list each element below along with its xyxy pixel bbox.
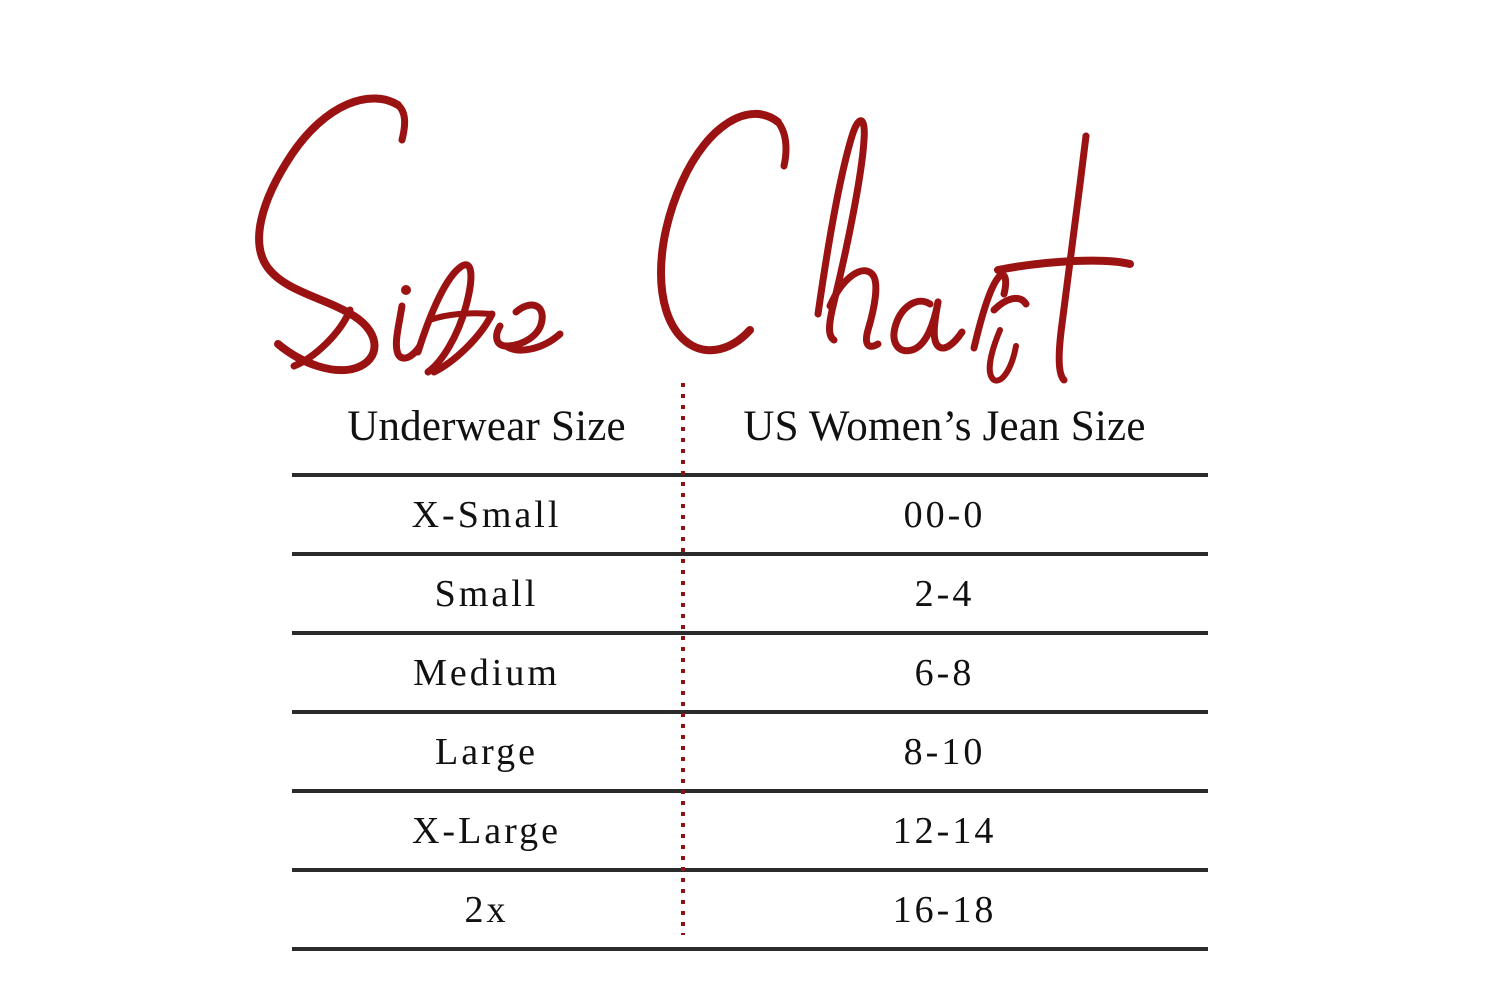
column-header-underwear-size: Underwear Size [347, 402, 626, 450]
table-header-row: Underwear Size US Women’s Jean Size [292, 383, 1208, 475]
size-chart-script-title-icon [255, 94, 1134, 384]
cell-underwear-size: 2x [292, 868, 681, 951]
table-row: Medium 6-8 [292, 631, 1208, 712]
table-row: Small 2-4 [292, 552, 1208, 633]
cell-jean-size: 2-4 [681, 552, 1208, 633]
cell-underwear-size: Small [292, 552, 681, 633]
cell-jean-size: 8-10 [681, 710, 1208, 791]
table-row: Large 8-10 [292, 710, 1208, 791]
table-header: Underwear Size US Women’s Jean Size [292, 383, 1208, 475]
cell-underwear-size: Medium [292, 631, 681, 712]
cell-jean-size: 12-14 [681, 789, 1208, 870]
page-title: Size Chart [230, 62, 1160, 384]
table-row: 2x 16-18 [292, 868, 1208, 951]
table-row: X-Large 12-14 [292, 789, 1208, 870]
table-body: X-Small 00-0 Small 2-4 Medium 6-8 Large … [292, 473, 1208, 951]
cell-underwear-size: Large [292, 710, 681, 791]
cell-underwear-size: X-Small [292, 473, 681, 554]
column-header-jean-size: US Women’s Jean Size [743, 402, 1146, 450]
cell-jean-size: 6-8 [681, 631, 1208, 712]
cell-jean-size: 16-18 [681, 868, 1208, 951]
size-chart-table-container: Underwear Size US Women’s Jean Size X-Sm… [292, 383, 1208, 951]
cell-jean-size: 00-0 [681, 473, 1208, 554]
size-chart-table: Underwear Size US Women’s Jean Size X-Sm… [292, 383, 1208, 951]
dotted-vertical-divider-icon [681, 383, 685, 935]
cell-underwear-size: X-Large [292, 789, 681, 870]
table-row: X-Small 00-0 [292, 473, 1208, 554]
